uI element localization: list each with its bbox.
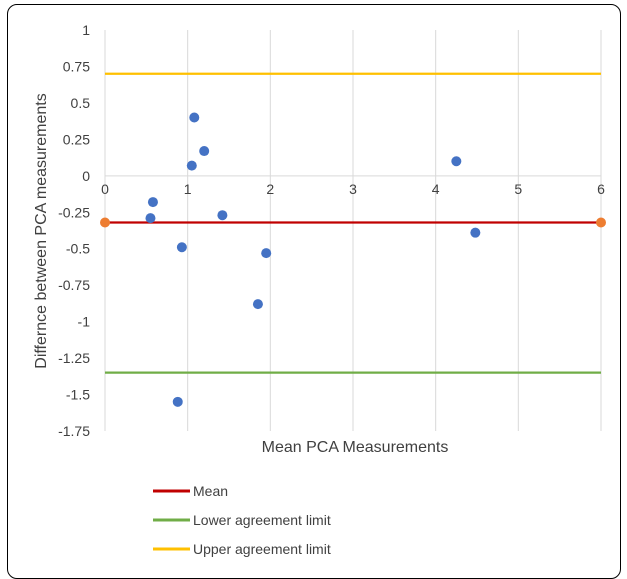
y-tick-label: 0.5 (71, 95, 91, 111)
y-tick-label: -1.25 (58, 350, 90, 366)
data-point (145, 213, 156, 224)
data-point (189, 112, 200, 123)
mean-line-endpoint (596, 217, 606, 228)
y-tick-label: -0.5 (66, 241, 90, 257)
y-tick-label: 0.25 (63, 131, 90, 147)
y-axis-title: Differnce between PCA measurements (33, 93, 50, 368)
data-point (217, 210, 228, 221)
y-tick-label: -1 (78, 314, 91, 330)
mean-line-endpoint (100, 217, 110, 228)
y-tick-label: -1.5 (66, 387, 90, 403)
data-point (252, 299, 263, 310)
legend-label: Lower agreement limit (193, 512, 331, 528)
x-tick-label: 6 (597, 181, 605, 197)
y-tick-label: 0.75 (63, 58, 90, 74)
reference-lines-layer (100, 72, 606, 374)
x-tick-label: 0 (101, 181, 109, 197)
y-tick-label: -0.75 (58, 277, 90, 293)
bland-altman-chart: 1 0.75 0.5 0.25 0 -0.25 -0.5 -0.75 -1 -1.25 -1.5 -1… (33, 22, 606, 557)
x-tick-label: 2 (266, 181, 274, 197)
tick-labels-layer: 1 0.75 0.5 0.25 0 -0.25 -0.5 -0.75 -1 -1.25 -1.5 -1… (58, 22, 605, 439)
y-tick-label: 1 (82, 22, 90, 38)
grid-layer (104, 30, 602, 431)
data-point (176, 242, 187, 253)
y-tick-label: -0.25 (58, 204, 90, 220)
legend: Mean Lower agreement limit Upper agreement… (153, 483, 331, 557)
x-tick-label: 5 (514, 181, 522, 197)
legend-label: Upper agreement limit (193, 541, 331, 557)
data-point (199, 146, 210, 157)
data-point (172, 396, 183, 407)
data-point (186, 160, 197, 171)
y-tick-label: -1.75 (58, 423, 90, 439)
x-tick-label: 4 (432, 181, 440, 197)
y-tick-label: 0 (82, 168, 90, 184)
data-point (470, 227, 481, 238)
data-point (451, 156, 462, 167)
x-tick-label: 3 (349, 181, 357, 197)
data-point (261, 248, 272, 259)
data-points-layer (145, 112, 481, 407)
x-tick-label: 1 (184, 181, 192, 197)
x-axis-title: Mean PCA Measurements (262, 439, 449, 456)
data-point (147, 197, 158, 208)
legend-label: Mean (193, 483, 228, 499)
